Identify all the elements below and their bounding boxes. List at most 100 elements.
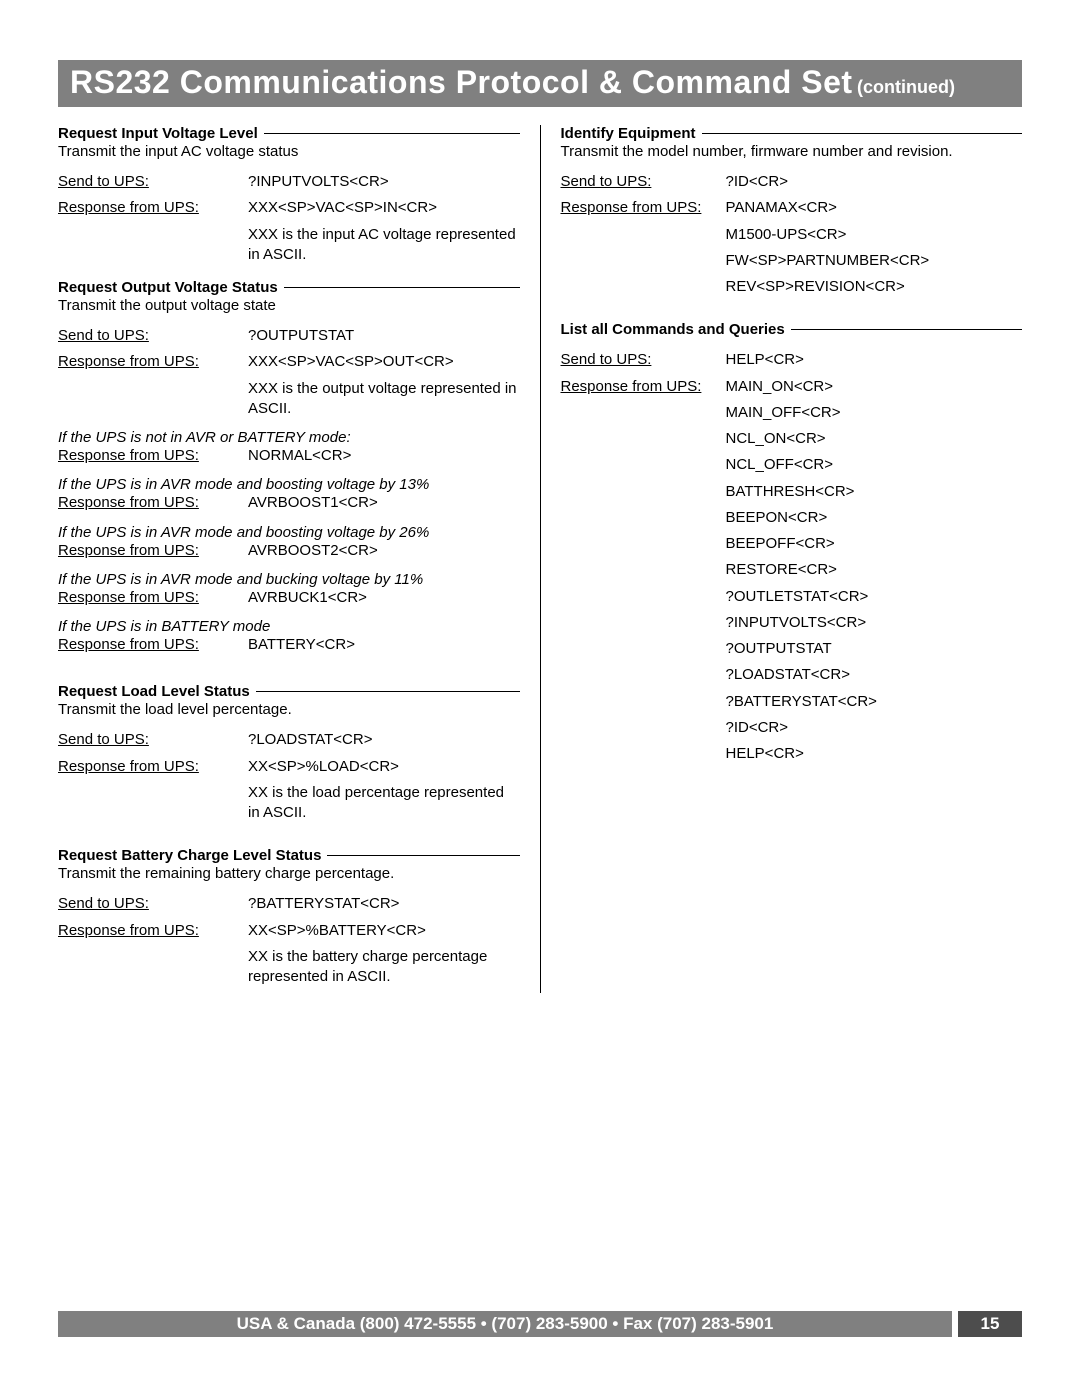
section-rule (256, 691, 520, 692)
section-request-output-voltage: Request Output Voltage Status (58, 279, 520, 296)
response-label (561, 403, 726, 423)
response-row: Response from UPS: AVRBOOST1<CR> (58, 493, 520, 513)
send-label: Send to UPS: (58, 172, 248, 192)
note-spacer (58, 379, 248, 420)
response-row: Response from UPS: PANAMAX<CR> (561, 198, 1023, 218)
command-row: BEEPON<CR> (561, 508, 1023, 528)
response-label: Response from UPS: (561, 377, 726, 397)
response-value: M1500-UPS<CR> (726, 225, 1023, 245)
send-label: Send to UPS: (58, 326, 248, 346)
condition-text: If the UPS is in AVR mode and boosting v… (58, 476, 520, 493)
send-row: Send to UPS: ?OUTPUTSTAT (58, 326, 520, 346)
send-value: HELP<CR> (726, 350, 1023, 370)
response-label (561, 225, 726, 245)
footer-page-number: 15 (958, 1311, 1022, 1337)
response-label (561, 665, 726, 685)
response-label (561, 251, 726, 271)
note-row: XXX is the input AC voltage represented … (58, 225, 520, 266)
response-label (561, 277, 726, 297)
response-row: Response from UPS: XX<SP>%BATTERY<CR> (58, 921, 520, 941)
response-label (561, 613, 726, 633)
send-label: Send to UPS: (561, 350, 726, 370)
command-row: BATTHRESH<CR> (561, 482, 1023, 502)
send-row: Send to UPS: ?ID<CR> (561, 172, 1023, 192)
response-row: Response from UPS: AVRBOOST2<CR> (58, 541, 520, 561)
command-value: MAIN_ON<CR> (726, 377, 1023, 397)
command-row: Response from UPS:MAIN_ON<CR> (561, 377, 1023, 397)
section-title: Request Battery Charge Level Status (58, 847, 327, 864)
response-label (561, 587, 726, 607)
command-list: Response from UPS:MAIN_ON<CR>MAIN_OFF<CR… (561, 377, 1023, 765)
send-label: Send to UPS: (58, 730, 248, 750)
response-value: FW<SP>PARTNUMBER<CR> (726, 251, 1023, 271)
section-desc: Transmit the remaining battery charge pe… (58, 865, 520, 882)
response-label: Response from UPS: (58, 588, 248, 608)
command-value: RESTORE<CR> (726, 560, 1023, 580)
command-value: NCL_ON<CR> (726, 429, 1023, 449)
note-text: XX is the battery charge percentage repr… (248, 947, 520, 988)
content-columns: Request Input Voltage Level Transmit the… (58, 125, 1022, 993)
section-desc: Transmit the model number, firmware numb… (561, 143, 1023, 160)
response-label (561, 508, 726, 528)
command-row: ?OUTLETSTAT<CR> (561, 587, 1023, 607)
section-rule (327, 855, 519, 856)
condition-text: If the UPS is in AVR mode and bucking vo… (58, 571, 520, 588)
response-label: Response from UPS: (58, 446, 248, 466)
command-value: ?LOADSTAT<CR> (726, 665, 1023, 685)
send-value: ?OUTPUTSTAT (248, 326, 520, 346)
response-value: REV<SP>REVISION<CR> (726, 277, 1023, 297)
command-row: BEEPOFF<CR> (561, 534, 1023, 554)
section-title: Request Output Voltage Status (58, 279, 284, 296)
response-row: Response from UPS: AVRBUCK1<CR> (58, 588, 520, 608)
response-value: NORMAL<CR> (248, 446, 520, 466)
command-row: ?INPUTVOLTS<CR> (561, 613, 1023, 633)
command-value: HELP<CR> (726, 744, 1023, 764)
response-row: Response from UPS: XXX<SP>VAC<SP>OUT<CR> (58, 352, 520, 372)
command-row: ?LOADSTAT<CR> (561, 665, 1023, 685)
section-desc: Transmit the output voltage state (58, 297, 520, 314)
send-label: Send to UPS: (561, 172, 726, 192)
command-row: ?ID<CR> (561, 718, 1023, 738)
note-row: XX is the battery charge percentage repr… (58, 947, 520, 988)
section-request-input-voltage: Request Input Voltage Level (58, 125, 520, 142)
command-row: NCL_ON<CR> (561, 429, 1023, 449)
response-label (561, 639, 726, 659)
note-text: XXX is the input AC voltage represented … (248, 225, 520, 266)
section-title: Request Load Level Status (58, 683, 256, 700)
section-title: Identify Equipment (561, 125, 702, 142)
send-value: ?ID<CR> (726, 172, 1023, 192)
response-value: AVRBOOST1<CR> (248, 493, 520, 513)
footer-contact: USA & Canada (800) 472-5555 • (707) 283-… (58, 1311, 952, 1337)
command-value: ?OUTLETSTAT<CR> (726, 587, 1023, 607)
section-request-load-level: Request Load Level Status (58, 683, 520, 700)
response-label: Response from UPS: (561, 198, 726, 218)
response-label: Response from UPS: (58, 493, 248, 513)
note-row: XX is the load percentage represented in… (58, 783, 520, 824)
response-label: Response from UPS: (58, 541, 248, 561)
section-title: List all Commands and Queries (561, 321, 791, 338)
command-value: ?BATTERYSTAT<CR> (726, 692, 1023, 712)
section-rule (264, 133, 520, 134)
section-desc: Transmit the load level percentage. (58, 701, 520, 718)
response-label: Response from UPS: (58, 921, 248, 941)
response-value: XXX<SP>VAC<SP>OUT<CR> (248, 352, 520, 372)
command-row: NCL_OFF<CR> (561, 455, 1023, 475)
section-title: Request Input Voltage Level (58, 125, 264, 142)
note-spacer (58, 783, 248, 824)
page: RS232 Communications Protocol & Command … (0, 0, 1080, 1397)
command-value: ?INPUTVOLTS<CR> (726, 613, 1023, 633)
command-value: ?OUTPUTSTAT (726, 639, 1023, 659)
note-spacer (58, 947, 248, 988)
page-title-main: RS232 Communications Protocol & Command … (70, 64, 853, 100)
response-row: Response from UPS: NORMAL<CR> (58, 446, 520, 466)
response-label: Response from UPS: (58, 757, 248, 777)
response-label: Response from UPS: (58, 635, 248, 655)
note-text: XX is the load percentage represented in… (248, 783, 520, 824)
command-value: BATTHRESH<CR> (726, 482, 1023, 502)
section-request-battery-charge: Request Battery Charge Level Status (58, 847, 520, 864)
response-row: Response from UPS: BATTERY<CR> (58, 635, 520, 655)
response-label (561, 455, 726, 475)
send-row: Send to UPS: ?BATTERYSTAT<CR> (58, 894, 520, 914)
section-desc: Transmit the input AC voltage status (58, 143, 520, 160)
send-row: Send to UPS: ?LOADSTAT<CR> (58, 730, 520, 750)
